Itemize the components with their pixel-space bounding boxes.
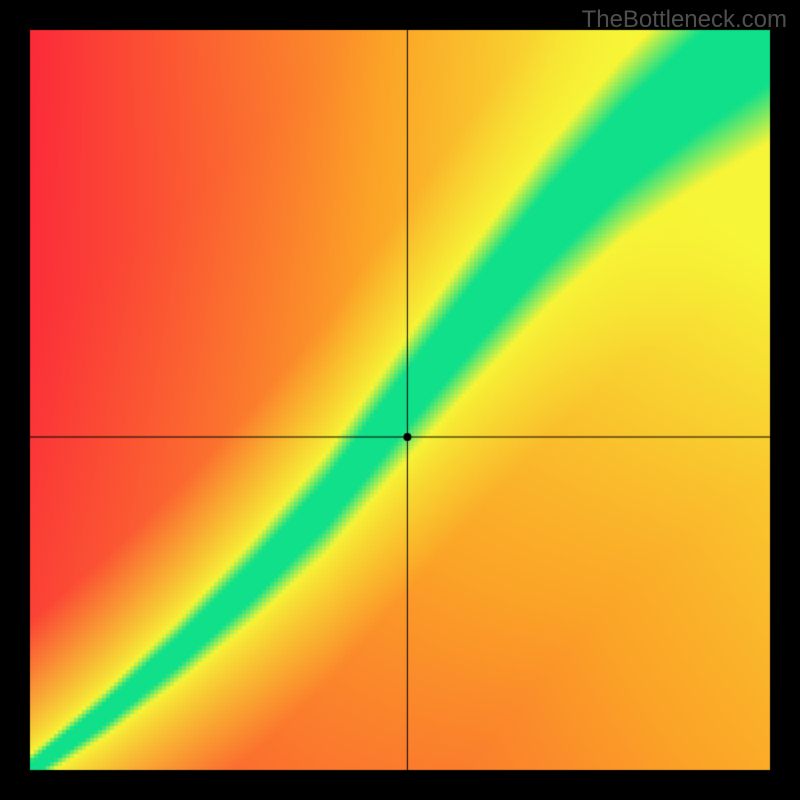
- bottleneck-heatmap: [0, 0, 800, 800]
- chart-container: TheBottleneck.com: [0, 0, 800, 800]
- watermark-text: TheBottleneck.com: [582, 6, 787, 34]
